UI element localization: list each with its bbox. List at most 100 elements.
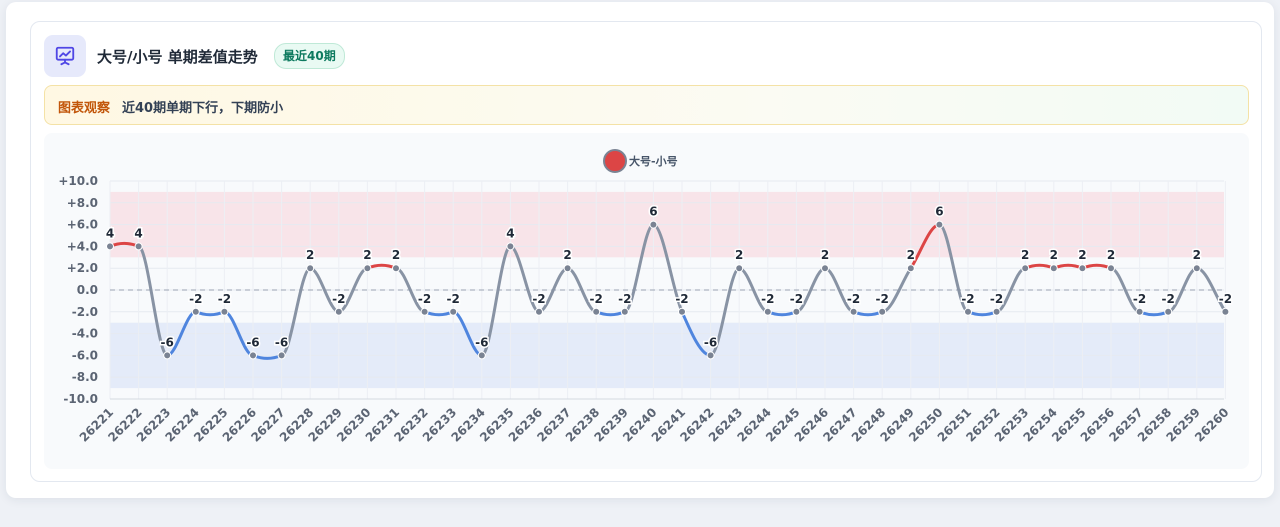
data-point: [849, 307, 858, 316]
data-point: [1078, 264, 1087, 273]
data-label: 2: [1021, 248, 1029, 262]
data-point: [992, 307, 1001, 316]
data-label: -2: [990, 292, 1003, 306]
data-label: -2: [447, 292, 460, 306]
data-label: -2: [532, 292, 545, 306]
legend-marker: [603, 149, 627, 173]
data-point: [1192, 264, 1201, 273]
y-tick-label: +4.0: [67, 239, 98, 253]
series-segment: [480, 244, 512, 357]
data-point: [506, 242, 515, 251]
data-point: [1221, 307, 1230, 316]
data-point: [1107, 264, 1115, 273]
y-tick-label: +10.0: [58, 174, 98, 188]
data-point: [592, 307, 601, 316]
data-point: [821, 264, 829, 273]
data-label: -2: [590, 292, 603, 306]
card-title: 大号/小号 单期差值走势: [97, 48, 258, 66]
data-label: -2: [418, 292, 431, 306]
data-point: [1135, 307, 1144, 316]
period-badge: 最近40期: [274, 43, 345, 69]
data-point: [649, 220, 658, 229]
series-segment: [709, 266, 741, 357]
page-panel: 大号/小号 单期差值走势 最近40期 图表观察 近40期单期下行，下期防小 +1…: [6, 2, 1274, 498]
data-label: 4: [106, 226, 114, 240]
series-segment: [623, 223, 655, 314]
data-point: [792, 307, 801, 316]
data-label: 6: [649, 205, 657, 219]
data-label: -6: [275, 335, 288, 349]
chart-area: +10.0 +8.0 +6.0 +4.0 +2.0 0.0 -2.0 -4.0 -6.0 -8.0…: [44, 133, 1249, 469]
data-label: -2: [675, 292, 688, 306]
y-tick-label: -4.0: [72, 327, 98, 341]
data-label: 2: [563, 248, 571, 262]
data-label: -6: [161, 335, 174, 349]
data-label: 2: [735, 248, 743, 262]
data-point: [477, 351, 486, 360]
data-label: -2: [847, 292, 860, 306]
data-label: 2: [1050, 248, 1058, 262]
data-point: [306, 264, 315, 273]
y-tick-label: -10.0: [63, 392, 98, 406]
data-point: [191, 307, 200, 316]
y-tick-label: +2.0: [67, 261, 98, 275]
difference-line-chart: +10.0 +8.0 +6.0 +4.0 +2.0 0.0 -2.0 -4.0 -6.0 -8.0…: [58, 149, 1234, 445]
data-label: 2: [392, 248, 400, 262]
data-point: [1021, 264, 1030, 273]
data-label: -6: [704, 335, 717, 349]
data-point: [449, 307, 458, 316]
y-tick-label: -2.0: [72, 305, 98, 319]
data-point: [535, 307, 543, 316]
data-point: [935, 220, 944, 229]
data-point: [678, 307, 686, 316]
series-segment: [280, 266, 312, 357]
series-segment: [937, 223, 970, 314]
y-tick-label: -6.0: [72, 348, 98, 362]
data-label: 2: [1193, 248, 1201, 262]
data-point: [763, 307, 772, 316]
data-point: [563, 264, 572, 273]
data-point: [363, 264, 372, 273]
data-point: [706, 351, 715, 360]
y-tick-label: +8.0: [67, 196, 98, 210]
data-label: -6: [475, 335, 488, 349]
insight-label: 图表观察: [58, 101, 111, 116]
data-point: [964, 307, 972, 316]
trend-card: 大号/小号 单期差值走势 最近40期 图表观察 近40期单期下行，下期防小 +1…: [30, 21, 1262, 482]
data-label: -2: [1219, 292, 1232, 306]
data-label: -2: [1133, 292, 1146, 306]
data-point: [1049, 264, 1058, 273]
data-label: 2: [363, 248, 371, 262]
data-point: [134, 242, 143, 251]
data-point: [906, 264, 915, 273]
data-point: [878, 307, 887, 316]
data-point: [1164, 307, 1173, 316]
data-label: -6: [246, 335, 259, 349]
data-label: 6: [935, 205, 943, 219]
data-point: [334, 307, 343, 316]
insight-text: 近40期单期下行，下期防小: [122, 101, 284, 116]
data-point: [735, 264, 744, 273]
data-label: 2: [306, 248, 314, 262]
data-label: -2: [961, 292, 974, 306]
data-label: 2: [907, 248, 915, 262]
data-point: [249, 351, 257, 360]
data-label: -2: [618, 292, 631, 306]
data-label: -2: [876, 292, 889, 306]
chart-icon: [44, 35, 86, 77]
legend-label: 大号-小号: [629, 154, 678, 168]
data-point: [106, 242, 114, 251]
data-label: 2: [1107, 248, 1115, 262]
y-tick-label: 0.0: [77, 283, 98, 297]
insight-banner: 图表观察 近40期单期下行，下期防小: [44, 85, 1249, 125]
data-label: 2: [1078, 248, 1086, 262]
data-point: [620, 307, 629, 316]
data-label: 4: [134, 226, 142, 240]
data-point: [220, 307, 229, 316]
data-label: -2: [1162, 292, 1175, 306]
data-label: 2: [821, 248, 829, 262]
series-segment: [137, 244, 169, 357]
data-point: [392, 264, 400, 273]
data-label: -2: [332, 292, 345, 306]
y-tick-label: +6.0: [67, 218, 98, 232]
